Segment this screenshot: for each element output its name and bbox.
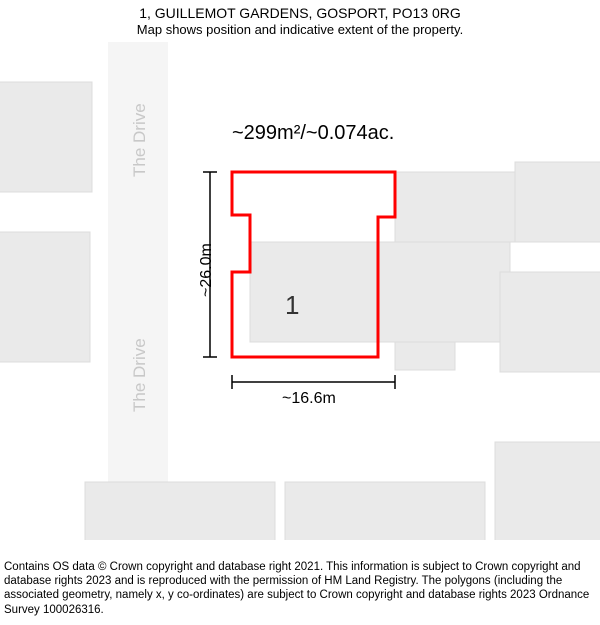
page-title: 1, GUILLEMOT GARDENS, GOSPORT, PO13 0RG — [0, 4, 600, 22]
road-name-label: The Drive — [130, 103, 150, 177]
map-area: ~299m²/~0.074ac. ~26.0m ~16.6m 1 The Dri… — [0, 42, 600, 540]
area-label: ~299m²/~0.074ac. — [232, 122, 394, 145]
page-subtitle: Map shows position and indicative extent… — [0, 22, 600, 39]
house-number-label: 1 — [285, 290, 299, 321]
height-dimension-label: ~26.0m — [198, 243, 216, 297]
copyright-text: Contains OS data © Crown copyright and d… — [0, 556, 600, 625]
width-dimension-label: ~16.6m — [282, 390, 336, 408]
road-name-label: The Drive — [130, 338, 150, 412]
map-svg — [0, 42, 600, 540]
header: 1, GUILLEMOT GARDENS, GOSPORT, PO13 0RG … — [0, 0, 600, 39]
